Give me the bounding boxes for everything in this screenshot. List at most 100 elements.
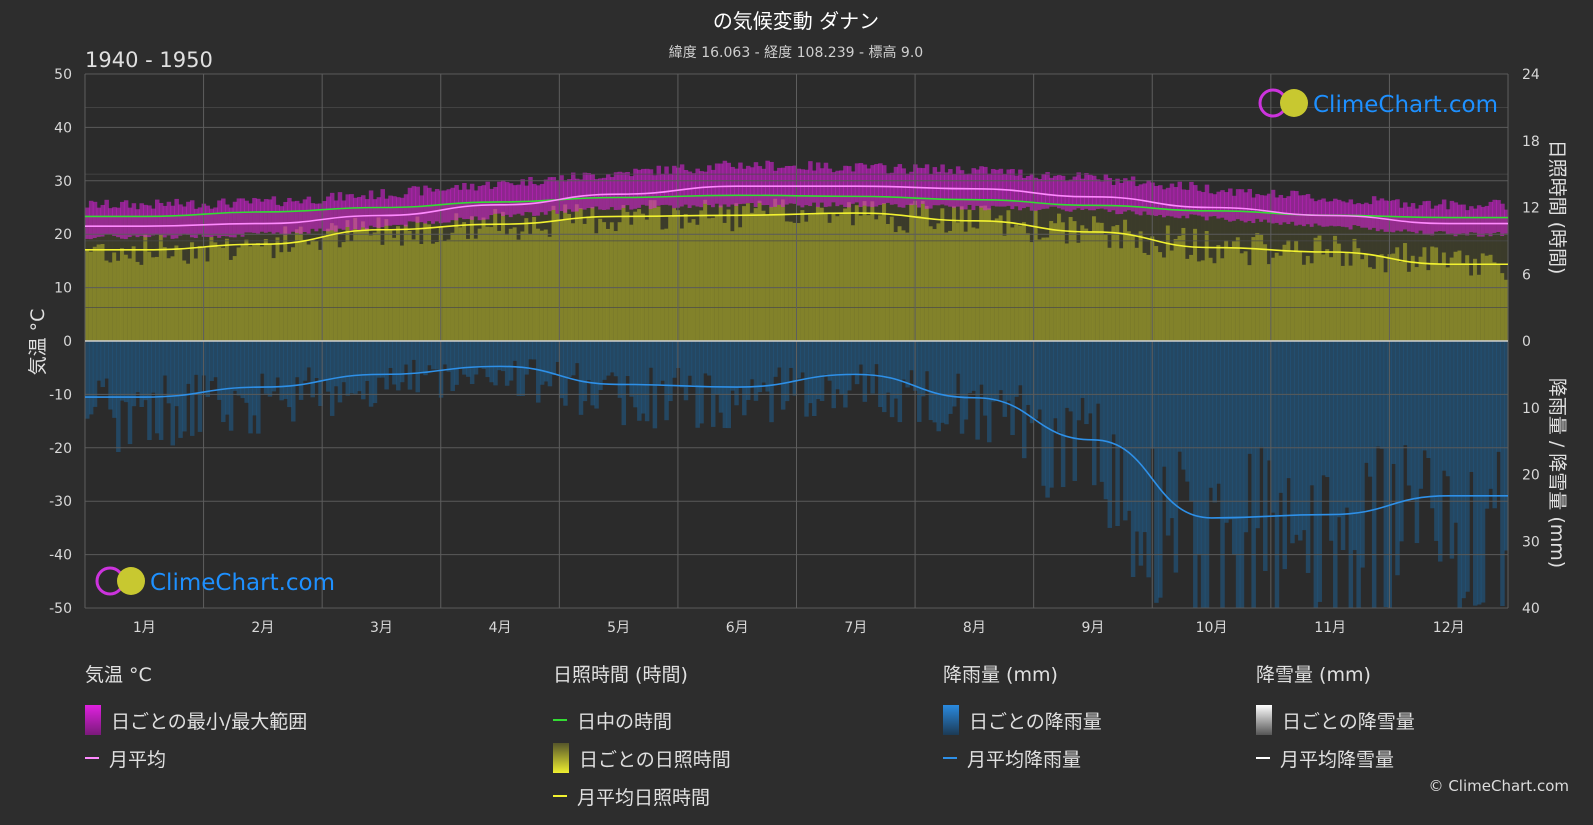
daily-temp-range-bar: [582, 172, 588, 210]
daily-temp-range-bar: [749, 167, 755, 204]
daily-rain-bar: [174, 341, 179, 407]
daily-rain-bar: [1115, 341, 1120, 527]
daily-temp-range-bar: [224, 204, 230, 237]
daily-rain-bar: [765, 341, 770, 392]
daily-sunshine-bar: [563, 204, 568, 341]
daily-rain-bar: [998, 341, 1004, 391]
daily-rain-bar: [162, 341, 168, 376]
daily-rain-bar: [1263, 341, 1268, 571]
daily-temp-range-bar: [652, 175, 658, 208]
daily-temp-range-bar: [710, 169, 716, 208]
daily-sunshine-bar: [1465, 255, 1470, 341]
daily-rain-bar: [598, 341, 603, 391]
daily-rain-bar: [625, 341, 630, 377]
daily-rain-bar: [847, 341, 852, 391]
daily-temp-range-bar: [1484, 205, 1490, 234]
grid: [84, 73, 1509, 609]
right-top-tick-label: 24: [1522, 67, 1540, 83]
daily-sunshine-bar: [151, 257, 156, 341]
daily-temp-range-bar: [955, 166, 961, 207]
daily-sunshine-bar: [862, 201, 868, 341]
daily-sunshine-bar: [279, 252, 284, 341]
daily-rain-bar: [1220, 341, 1225, 608]
daily-sunshine-bar: [1488, 254, 1494, 341]
daily-sunshine-bar: [446, 239, 452, 341]
daily-temp-range-bar: [127, 207, 133, 238]
daily-rain-bar: [710, 341, 716, 427]
daily-rain-bar: [318, 341, 323, 407]
daily-rain-bar: [1282, 341, 1287, 570]
daily-temp-range-bar: [252, 197, 257, 233]
daily-sunshine-bar: [384, 219, 389, 341]
daily-rain-bar: [1274, 341, 1280, 608]
daily-rain-bar: [497, 341, 502, 371]
right-bottom-tick-label: 20: [1522, 468, 1540, 484]
daily-temp-range-bar: [287, 197, 292, 234]
daily-rain-bar: [858, 341, 864, 365]
daily-temp-range-bar: [1445, 209, 1451, 235]
daily-rain-bar: [182, 341, 187, 432]
daily-rain-bar: [1480, 341, 1486, 603]
daily-temp-range-bar: [1247, 188, 1252, 221]
legend-item: 日ごとの日照時間: [553, 739, 731, 777]
daily-sunshine-bar: [1305, 255, 1311, 341]
daily-rain-bar: [473, 341, 479, 375]
daily-rain-bar: [812, 341, 817, 417]
left-tick-label: -10: [49, 387, 72, 403]
daily-sunshine-bar: [710, 217, 716, 341]
daily-temp-range-bar: [617, 171, 623, 210]
daily-temp-range-bar: [722, 160, 728, 205]
daily-temp-range-bar: [1399, 207, 1404, 232]
daily-sunshine-bar: [275, 237, 280, 341]
daily-sunshine-bar: [1403, 243, 1408, 341]
right-bottom-tick-label: 30: [1522, 534, 1540, 550]
daily-rain-bar: [936, 341, 941, 432]
temp-range-swatch: [85, 705, 101, 735]
rain-mean-swatch: [943, 757, 957, 759]
daily-rain-bar: [959, 341, 965, 434]
daily-temp-range-bar: [808, 161, 813, 207]
daily-sunshine-bar: [648, 200, 654, 341]
daily-sunshine-bar: [174, 245, 179, 341]
daily-sunshine-bar: [388, 230, 393, 341]
daily-temp-range-bar: [221, 198, 226, 237]
daily-sunshine-bar: [901, 230, 906, 341]
daily-sunshine-bar: [458, 227, 463, 341]
daily-sunshine-bar: [1165, 225, 1171, 341]
daily-sunshine-bar: [679, 228, 685, 341]
daily-sunshine-bar: [1368, 267, 1373, 341]
daily-rain-bar: [1375, 341, 1381, 447]
month-tick-label: 9月: [1081, 620, 1104, 636]
daily-sunshine-bar: [1228, 248, 1233, 341]
daily-temp-range-bar: [1115, 178, 1120, 215]
right-axis-top-label: 日照時間 (時間): [1546, 140, 1568, 275]
daily-sunshine-bar: [108, 262, 113, 341]
daily-temp-range-bar: [1091, 175, 1097, 211]
daily-rain-bar: [1084, 341, 1089, 425]
daily-rain-bar: [1496, 341, 1501, 452]
logo-text-top: ClimeChart.com: [1313, 92, 1498, 118]
daily-temp-range-bar: [784, 165, 790, 205]
daily-rain-bar: [1317, 341, 1322, 602]
daily-temp-range-bar: [306, 196, 312, 234]
right-axis-bottom-label: 降雨量 / 降雪量 (mm): [1546, 378, 1568, 568]
daily-rain-bar: [423, 341, 428, 376]
daily-temp-range-bar: [1165, 187, 1171, 216]
daily-rain-bar: [1006, 341, 1011, 401]
daily-rain-bar: [508, 341, 514, 381]
daily-rain-bar: [1391, 341, 1396, 464]
daily-rain-bar: [1294, 341, 1299, 535]
daily-rain-bar: [664, 341, 669, 421]
daily-rain-bar: [917, 341, 922, 422]
daily-rain-bar: [987, 341, 992, 443]
daily-temp-range-bar: [1099, 181, 1105, 209]
daily-sunshine-bar: [481, 217, 487, 341]
daily-sunshine-bar: [940, 208, 945, 341]
daily-temp-range-bar: [897, 164, 903, 208]
legend-label: 月平均降雪量: [1280, 748, 1395, 771]
daily-rain-bar: [1111, 341, 1116, 435]
daily-temp-range-bar: [329, 192, 335, 231]
daily-temp-range-bar: [1298, 195, 1303, 225]
daily-rain-bar: [333, 341, 339, 387]
daily-temp-range-bar: [341, 200, 347, 230]
